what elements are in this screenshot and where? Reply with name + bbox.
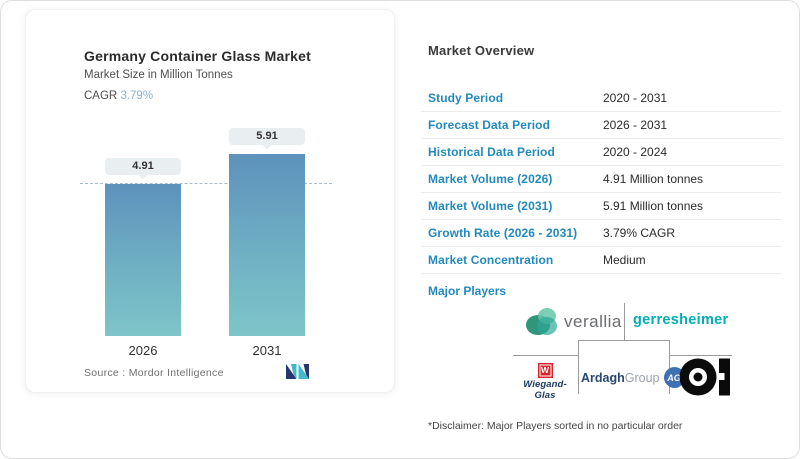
logo-grid-divider	[624, 303, 625, 340]
gerresheimer-logo: gerresheimer	[633, 312, 729, 328]
panel-title: Market Overview	[428, 43, 535, 58]
row-label: Market Volume (2031)	[428, 199, 553, 213]
o-i-logo-icon	[679, 358, 730, 396]
row-value: 4.91 Million tonnes	[603, 172, 704, 186]
row-value: 3.79% CAGR	[603, 226, 676, 240]
mordor-intelligence-logo-icon	[286, 364, 309, 379]
row-label: Study Period	[428, 91, 504, 105]
source-label: Source :	[84, 367, 126, 379]
ardagh-emblem-icon: AG	[663, 367, 685, 388]
bar-group-2031: 5.91 2031	[229, 120, 305, 358]
ardagh-group-logo: Ardagh Group AG	[581, 367, 685, 388]
disclaimer-text: *Disclaimer: Major Players sorted in no …	[428, 420, 683, 432]
x-axis-tick-2026: 2026	[128, 343, 158, 358]
logo-grid-divider	[670, 355, 732, 356]
chart-subtitle: Market Size in Million Tonnes	[84, 69, 233, 81]
cagr-value: 3.79%	[120, 90, 154, 102]
row-label: Growth Rate (2026 - 2031)	[428, 226, 578, 240]
chart-title: Germany Container Glass Market	[84, 48, 311, 64]
ardagh-wordmark: Ardagh	[581, 370, 625, 385]
table-row: Study Period 2020 - 2031	[421, 85, 781, 112]
logo-grid-divider	[578, 340, 670, 341]
wiegand-glas-logo: W Wiegand-Glas	[514, 360, 576, 401]
logo-grid-divider	[578, 340, 579, 394]
table-row: Market Volume (2026) 4.91 Million tonnes	[421, 166, 781, 193]
bar-value-label: 5.91	[229, 128, 305, 145]
reference-dashed-line	[80, 183, 332, 184]
major-players-logos: verallia gerresheimer W Wiegand-Glas Ard…	[421, 1, 783, 458]
table-row: Market Volume (2031) 5.91 Million tonnes	[421, 193, 781, 220]
source-attribution: Source : Mordor Intelligence	[84, 367, 224, 379]
cagr-line: CAGR 3.79%	[84, 90, 153, 102]
bar-value-label: 4.91	[105, 158, 181, 175]
logo-grid-divider	[513, 355, 578, 356]
table-row: Market Concentration Medium	[421, 247, 781, 274]
wiegand-wordmark: Wiegand-Glas	[523, 379, 567, 401]
bar-2026	[105, 184, 181, 336]
row-label: Market Concentration	[428, 253, 554, 267]
row-value: 2026 - 2031	[603, 118, 668, 132]
verallia-leaves-icon	[526, 308, 557, 335]
cagr-label: CAGR	[84, 90, 118, 102]
verallia-logo: verallia	[524, 303, 622, 341]
table-row: Historical Data Period 2020 - 2024	[421, 139, 781, 166]
row-value: 2020 - 2031	[603, 91, 668, 105]
row-value: Medium	[603, 253, 646, 267]
row-label: Forecast Data Period	[428, 118, 551, 132]
source-value: Mordor Intelligence	[128, 367, 224, 379]
x-axis-tick-2031: 2031	[252, 343, 282, 358]
wiegand-w-badge-icon: W	[537, 362, 553, 378]
verallia-wordmark: verallia	[564, 312, 622, 331]
ardagh-group-wordmark: Group	[624, 370, 660, 385]
row-value: 2020 - 2024	[603, 145, 668, 159]
bar-2031	[229, 154, 305, 336]
row-label: Market Volume (2026)	[428, 172, 553, 186]
overview-table: Study Period 2020 - 2031 Forecast Data P…	[421, 85, 781, 274]
chart-card: Germany Container Glass Market Market Si…	[25, 9, 395, 393]
bar-group-2026: 4.91 2026	[105, 120, 181, 358]
row-value: 5.91 Million tonnes	[603, 199, 704, 213]
row-label: Historical Data Period	[428, 145, 555, 159]
table-row: Forecast Data Period 2026 - 2031	[421, 112, 781, 139]
market-overview-panel: Market Overview Study Period 2020 - 2031…	[421, 1, 783, 458]
major-players-label: Major Players	[428, 284, 507, 298]
table-row: Growth Rate (2026 - 2031) 3.79% CAGR	[421, 220, 781, 247]
bar-chart-plot: 4.91 2026 5.91 2031	[80, 120, 332, 358]
